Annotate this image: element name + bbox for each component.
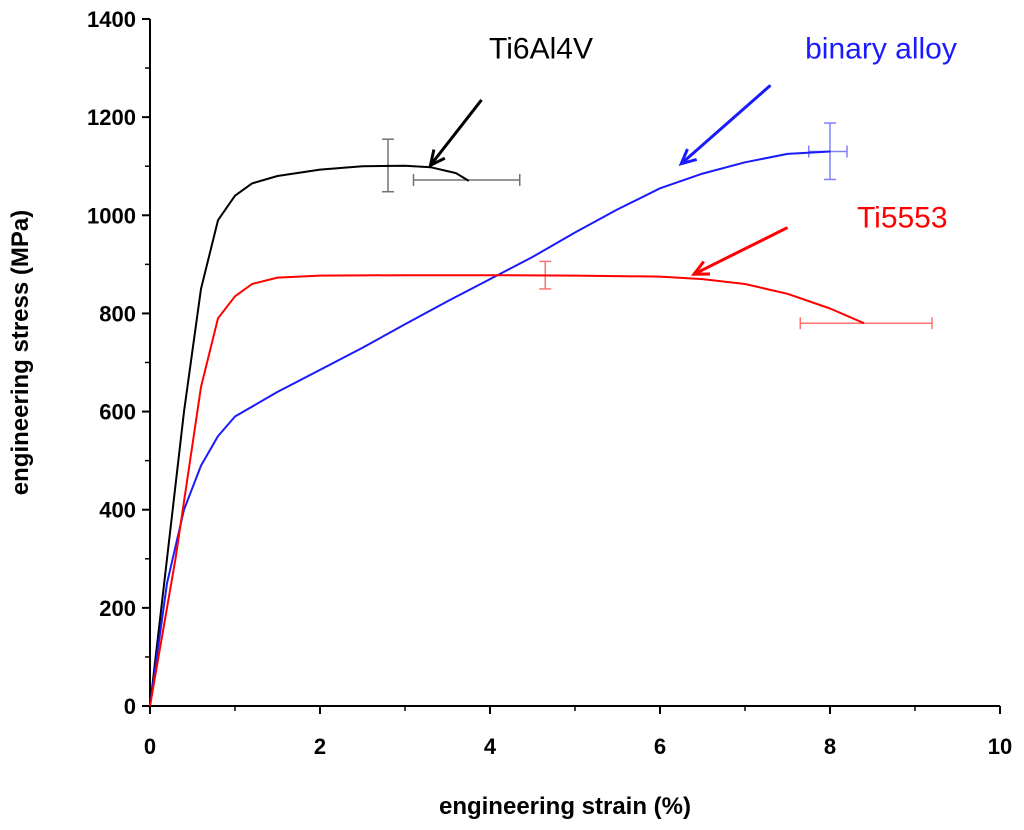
x-tick-label: 4: [484, 734, 497, 759]
error-bar-ti6al4v: [382, 138, 394, 193]
series-line-ti6al4v: [149, 164, 470, 707]
annotation-arrow-ti6al4v: [429, 99, 483, 167]
x-tick-label: 10: [988, 734, 1012, 759]
y-tick-label: 200: [99, 596, 136, 621]
x-tick-label: 8: [824, 734, 836, 759]
annotation-arrowhead-ti5553: [690, 260, 711, 276]
y-axis-title: engineering stress (MPa): [7, 210, 34, 495]
annotation-arrowhead-ti6al4v: [428, 149, 446, 168]
series-line-ti5553: [149, 274, 865, 707]
y-tick-label: 600: [99, 400, 136, 425]
y-tick-label: 800: [99, 301, 136, 326]
x-tick-label: 6: [654, 734, 666, 759]
annotation-label-ti6al4v: Ti6Al4V: [489, 32, 593, 65]
annotation-arrow-ti5553: [693, 226, 789, 276]
y-tick-label: 0: [124, 694, 136, 719]
y-tick-label: 1400: [87, 7, 136, 32]
error-bar-binary-alloy: [808, 145, 848, 158]
annotations-layer: Ti6Al4V binary alloy Ti5553: [428, 32, 957, 276]
annotation-label-binary-alloy: binary alloy: [805, 32, 957, 65]
error-bar-ti5553: [799, 317, 933, 330]
x-tick-label: 0: [144, 734, 156, 759]
x-tick-label: 2: [314, 734, 326, 759]
y-tick-label: 400: [99, 498, 136, 523]
error-bar-ti5553: [539, 260, 552, 290]
axes: 0 2 4 6 8 10 0 200 400 600 800 1000 1200 1400: [87, 7, 1012, 759]
y-tick-label: 1000: [87, 203, 136, 228]
annotation-arrow-binary-alloy: [680, 84, 772, 165]
error-bar-ti6al4v: [412, 173, 521, 186]
annotation-arrowhead-binary-alloy: [678, 148, 698, 167]
error-bars-layer: [382, 122, 933, 330]
annotation-label-ti5553: Ti5553: [857, 202, 948, 235]
y-tick-label: 1200: [87, 105, 136, 130]
series-line-binary-alloy: [149, 150, 831, 707]
series-layer: [149, 150, 865, 707]
x-axis-title: engineering strain (%): [439, 793, 691, 820]
